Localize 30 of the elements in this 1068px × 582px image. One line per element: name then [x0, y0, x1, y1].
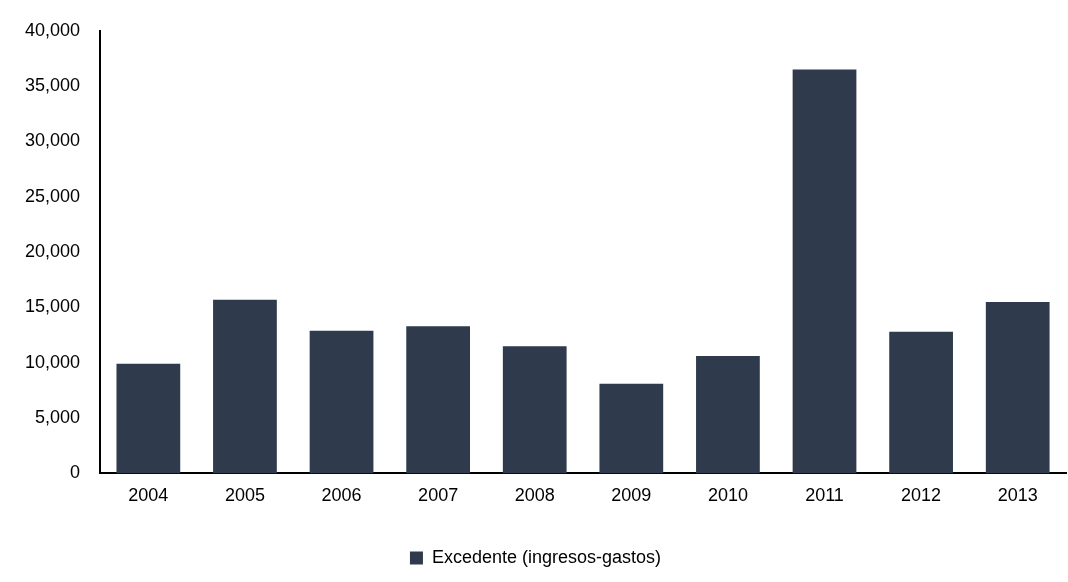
bar	[309, 330, 374, 474]
x-tick-label: 2011	[805, 485, 844, 506]
y-tick-label: 25,000	[24, 185, 81, 206]
bar	[696, 356, 760, 474]
x-tick-label: 2006	[321, 485, 362, 506]
y-tick-label: 20,000	[24, 241, 81, 262]
bar	[985, 301, 1050, 474]
x-tick-label: 2007	[418, 485, 459, 506]
y-tick-label: 35,000	[24, 75, 81, 96]
x-tick-label: 2005	[224, 485, 265, 506]
bar	[792, 69, 857, 474]
legend-label: Excedente (ingresos-gastos)	[431, 546, 662, 567]
y-tick-label: 0	[70, 462, 81, 483]
y-tick-label: 5,000	[35, 407, 81, 428]
bar	[889, 331, 953, 474]
x-tick-label: 2008	[514, 485, 555, 506]
bar	[406, 326, 471, 474]
x-tick-label: 2010	[707, 485, 748, 506]
y-tick-label: 40,000	[24, 19, 81, 40]
bar	[116, 363, 181, 474]
x-tick-label: 2004	[128, 485, 169, 506]
x-tick-label: 2009	[611, 485, 652, 506]
y-tick-label: 10,000	[24, 351, 81, 372]
y-tick-label: 15,000	[24, 296, 81, 317]
bar	[213, 299, 277, 474]
y-tick-label: 30,000	[24, 130, 81, 151]
x-tick-label: 2012	[901, 485, 942, 506]
bar	[599, 383, 664, 474]
x-tick-label: 2013	[997, 485, 1038, 506]
bar	[502, 346, 567, 474]
